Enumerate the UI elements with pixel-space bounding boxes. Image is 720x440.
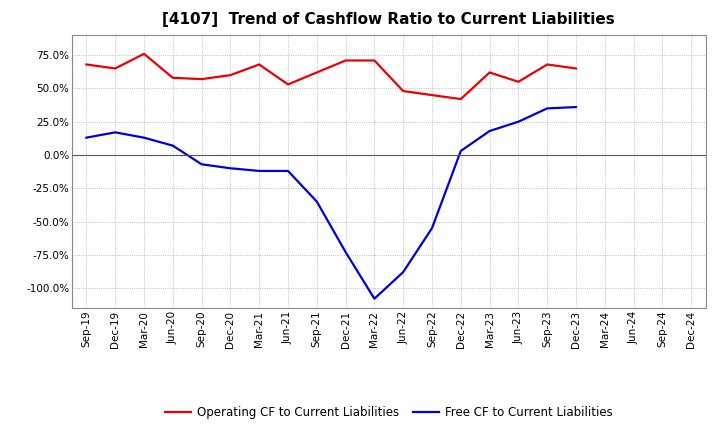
Operating CF to Current Liabilities [168, 75, 177, 81]
Operating CF to Current Liabilities [572, 66, 580, 71]
Free CF to Current Liabilities [255, 168, 264, 173]
Free CF to Current Liabilities [370, 296, 379, 301]
Free CF to Current Liabilities [543, 106, 552, 111]
Free CF to Current Liabilities [514, 119, 523, 125]
Operating CF to Current Liabilities [140, 51, 148, 56]
Free CF to Current Liabilities [312, 199, 321, 204]
Operating CF to Current Liabilities [82, 62, 91, 67]
Free CF to Current Liabilities [82, 135, 91, 140]
Operating CF to Current Liabilities [111, 66, 120, 71]
Operating CF to Current Liabilities [255, 62, 264, 67]
Legend: Operating CF to Current Liabilities, Free CF to Current Liabilities: Operating CF to Current Liabilities, Fre… [160, 401, 618, 424]
Operating CF to Current Liabilities [428, 92, 436, 98]
Line: Free CF to Current Liabilities: Free CF to Current Liabilities [86, 107, 576, 299]
Free CF to Current Liabilities [428, 226, 436, 231]
Operating CF to Current Liabilities [312, 70, 321, 75]
Free CF to Current Liabilities [485, 128, 494, 134]
Operating CF to Current Liabilities [197, 77, 206, 82]
Free CF to Current Liabilities [456, 148, 465, 154]
Free CF to Current Liabilities [111, 130, 120, 135]
Operating CF to Current Liabilities [226, 73, 235, 78]
Operating CF to Current Liabilities [543, 62, 552, 67]
Free CF to Current Liabilities [399, 269, 408, 275]
Free CF to Current Liabilities [284, 168, 292, 173]
Title: [4107]  Trend of Cashflow Ratio to Current Liabilities: [4107] Trend of Cashflow Ratio to Curren… [163, 12, 615, 27]
Free CF to Current Liabilities [572, 104, 580, 110]
Free CF to Current Liabilities [226, 165, 235, 171]
Operating CF to Current Liabilities [485, 70, 494, 75]
Operating CF to Current Liabilities [284, 82, 292, 87]
Line: Operating CF to Current Liabilities: Operating CF to Current Liabilities [86, 54, 576, 99]
Free CF to Current Liabilities [341, 249, 350, 255]
Operating CF to Current Liabilities [341, 58, 350, 63]
Operating CF to Current Liabilities [370, 58, 379, 63]
Free CF to Current Liabilities [140, 135, 148, 140]
Operating CF to Current Liabilities [399, 88, 408, 94]
Operating CF to Current Liabilities [456, 96, 465, 102]
Operating CF to Current Liabilities [514, 79, 523, 84]
Free CF to Current Liabilities [168, 143, 177, 148]
Free CF to Current Liabilities [197, 161, 206, 167]
